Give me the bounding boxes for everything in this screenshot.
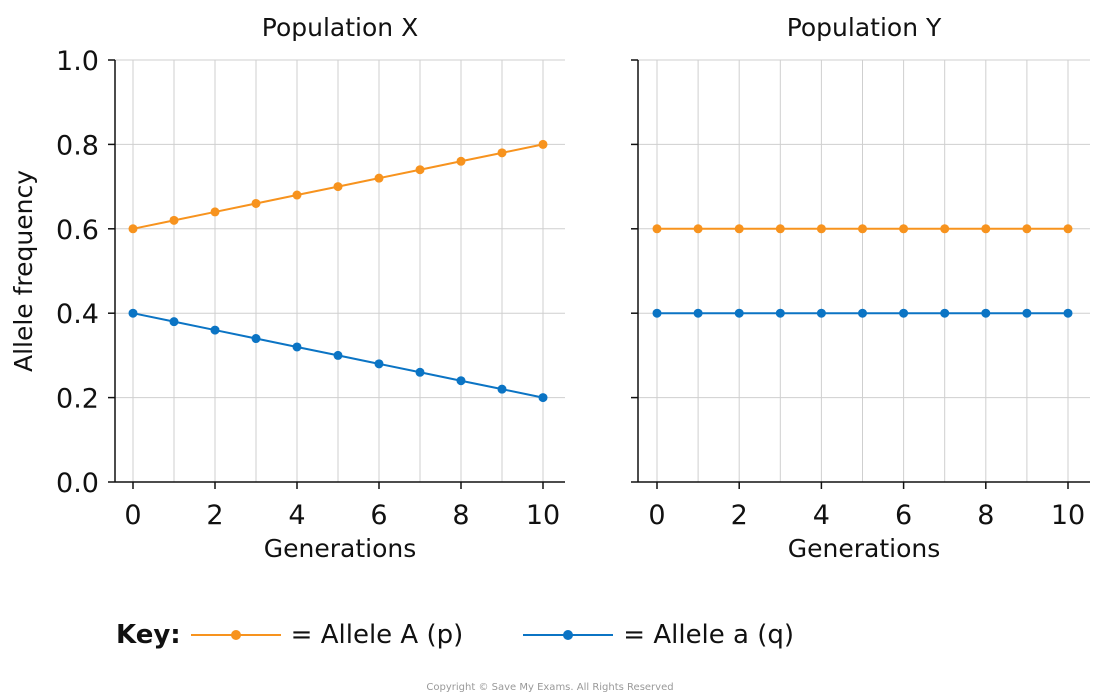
panel1-series-1-point bbox=[333, 182, 343, 192]
panel1-series-1-point bbox=[456, 156, 466, 166]
panel1-series-1-point bbox=[210, 207, 220, 217]
panel2-x-tick-label: 6 bbox=[895, 500, 912, 531]
panel1-x-tick-label: 10 bbox=[526, 500, 560, 531]
legend-title: Key: bbox=[116, 620, 181, 650]
panel1-series-1-point bbox=[374, 173, 384, 183]
panel2-x-tick-label: 10 bbox=[1051, 500, 1085, 531]
panel1-series-2-point bbox=[538, 393, 548, 403]
panel2-title: Population Y bbox=[787, 13, 942, 42]
panel1-series-1-point bbox=[415, 165, 425, 175]
panel2-x-tick-label: 8 bbox=[977, 500, 994, 531]
panel1-series-1-point bbox=[538, 139, 548, 149]
panel1-series-2-point bbox=[497, 384, 507, 394]
panel1-y-tick-label: 0.4 bbox=[56, 299, 99, 330]
panel1-y-tick-label: 0.0 bbox=[56, 468, 99, 499]
panel2-series-1-point bbox=[899, 224, 909, 234]
panel2-series-2-point bbox=[899, 308, 909, 318]
panel1-series-1-point bbox=[497, 148, 507, 158]
panel1-series-1-point bbox=[169, 215, 179, 225]
panel2-series-2-point bbox=[858, 308, 867, 318]
panel1-x-tick-label: 4 bbox=[288, 500, 305, 531]
panel2-series-1-point bbox=[1022, 224, 1032, 234]
panel1-series-2-point bbox=[456, 376, 466, 386]
panel1-series-2-point bbox=[333, 350, 343, 360]
panel2-series-1-point bbox=[1063, 224, 1073, 234]
panel2-series-1-point bbox=[734, 224, 744, 234]
panel2-series-1-point bbox=[775, 224, 785, 234]
panel1-series-2-point bbox=[169, 317, 179, 327]
legend-label-allele-A: = Allele A (p) bbox=[290, 620, 464, 650]
panel1-x-tick-label: 2 bbox=[206, 500, 223, 531]
panel2-series-2-point bbox=[816, 308, 826, 318]
panel1-series-2-point bbox=[374, 359, 384, 369]
panel2-x-tick-label: 4 bbox=[813, 500, 830, 531]
legend-swatch-allele-a bbox=[523, 630, 614, 640]
panel1-x-axis-label: Generations bbox=[264, 534, 417, 563]
legend-swatch-allele-A bbox=[190, 630, 281, 640]
panel1-y-tick-label: 0.2 bbox=[56, 384, 99, 415]
panel2-series-2-point bbox=[734, 308, 744, 318]
panel1-series-2-point bbox=[251, 334, 261, 344]
panel2-series-1-point bbox=[693, 224, 703, 234]
panel2-x-tick-label: 0 bbox=[648, 500, 665, 531]
panel1-series-2-point bbox=[292, 342, 302, 352]
legend-label-allele-a: = Allele a (q) bbox=[623, 620, 795, 650]
panel1-series-1-point bbox=[128, 224, 138, 234]
panel1-x-tick-label: 8 bbox=[452, 500, 469, 531]
legend: Key: = Allele A (p) = Allele a (q) bbox=[116, 620, 854, 650]
panel2-series-2-point bbox=[1022, 308, 1032, 318]
panel1-y-tick-label: 1.0 bbox=[56, 46, 99, 77]
panel1-x-tick-label: 6 bbox=[370, 500, 387, 531]
panel2-series-2-point bbox=[1063, 308, 1073, 318]
panel2-series-1-point bbox=[652, 224, 662, 234]
panel1-y-axis-label: Allele frequency bbox=[9, 170, 38, 372]
panel1-title: Population X bbox=[262, 13, 418, 42]
panel2-series-2-point bbox=[775, 308, 785, 318]
panel2-series-1-point bbox=[816, 224, 826, 234]
panel2-series-1-point bbox=[858, 224, 867, 234]
panel2-series-2-point bbox=[652, 308, 662, 318]
copyright: Copyright © Save My Exams. All Rights Re… bbox=[426, 682, 674, 693]
charts: 0.0 0.2 0.4 0.6 0.8 1.0 0 2 4 6 8 10 Population X Gen… bbox=[9, 13, 1090, 563]
panel1-x-tick-label: 0 bbox=[124, 500, 141, 531]
panel1-y-tick-label: 0.6 bbox=[56, 215, 99, 246]
panel2-series-2-point bbox=[693, 308, 703, 318]
panel1-y-tick-label: 0.8 bbox=[56, 130, 99, 161]
panel2-x-axis-label: Generations bbox=[788, 534, 941, 563]
panel2-series-2-point bbox=[981, 308, 991, 318]
panel1-series-2-point bbox=[128, 308, 138, 318]
panel2-series-1-point bbox=[940, 224, 950, 234]
panel1-series-2-point bbox=[210, 325, 220, 335]
panel1-series-1-point bbox=[292, 190, 302, 200]
panel2-series-2-point bbox=[940, 308, 950, 318]
panel2-x-tick-label: 2 bbox=[731, 500, 748, 531]
panel1-series-1-point bbox=[251, 198, 261, 208]
panel2-series-1-point bbox=[981, 224, 991, 234]
panel1-series-2-point bbox=[415, 367, 425, 377]
